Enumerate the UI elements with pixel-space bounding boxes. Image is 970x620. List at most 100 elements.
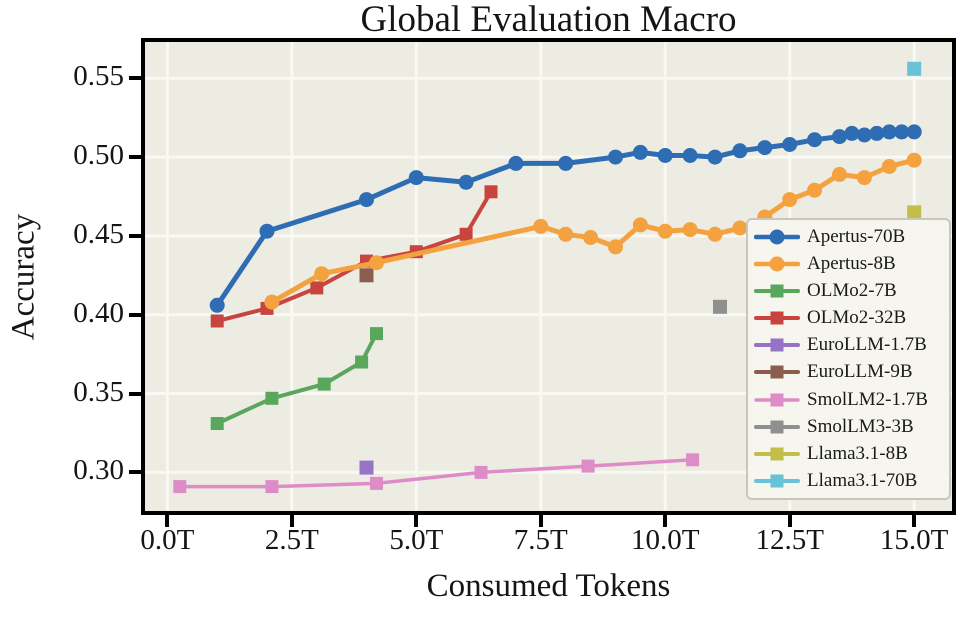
data-point-square [355, 355, 369, 369]
data-point-circle [757, 140, 773, 156]
legend-label: OLMo2-7B [807, 280, 897, 302]
data-point-circle [682, 148, 698, 163]
y-tick-label: 0.35 [73, 375, 124, 408]
legend-item: Llama3.1-8B [754, 441, 943, 467]
chart-title: Global Evaluation Macro [360, 0, 737, 40]
data-point-circle [508, 155, 524, 171]
x-tick-mark [289, 515, 294, 527]
data-point-circle [259, 223, 275, 239]
data-point-circle [856, 127, 872, 143]
data-point-circle [583, 230, 599, 245]
series-Apertus-8B [264, 152, 922, 310]
series-Llama3.1-70B [907, 61, 922, 76]
data-point-circle [807, 182, 823, 198]
data-point-square [686, 453, 700, 467]
data-point-square [459, 227, 473, 241]
data-point-circle [844, 125, 860, 141]
x-tick-mark [912, 515, 917, 527]
legend-label: EuroLLM-1.7B [807, 334, 927, 356]
y-tick-label: 0.55 [73, 60, 124, 93]
x-tick-mark [787, 515, 792, 527]
data-point-circle [732, 220, 748, 236]
data-point-circle [533, 218, 549, 234]
data-point-circle [782, 192, 798, 208]
data-point-circle [458, 174, 474, 190]
legend-swatch-square-icon [754, 393, 800, 407]
data-point-circle [869, 125, 885, 141]
data-point-circle [657, 148, 673, 163]
x-tick-mark [165, 515, 170, 527]
data-point-square [474, 465, 488, 479]
legend-swatch-square-icon [754, 338, 800, 352]
legend-item: OLMo2-32B [754, 305, 943, 331]
data-point-circle [707, 149, 723, 165]
legend-label: Apertus-70B [807, 226, 906, 248]
data-point-square [359, 268, 374, 283]
x-tick-label: 5.0T [389, 524, 444, 556]
legend-item: Llama3.1-70B [754, 468, 943, 494]
legend-label: EuroLLM-9B [807, 361, 913, 383]
data-point-circle [894, 124, 910, 140]
y-tick-mark [129, 391, 141, 396]
data-point-circle [209, 297, 225, 313]
series-SmolLM2-1.7B [173, 453, 700, 494]
data-point-circle [881, 159, 897, 174]
y-tick-mark [129, 312, 141, 317]
x-tick-label: 10.0T [631, 524, 700, 556]
y-tick-label: 0.30 [73, 454, 124, 487]
legend-swatch-circle-icon [754, 256, 800, 272]
data-point-circle [369, 255, 384, 271]
data-point-circle [881, 124, 897, 140]
data-point-square [317, 377, 331, 391]
data-point-square [265, 480, 279, 494]
legend-swatch-square-icon [754, 284, 800, 298]
series-EuroLLM-9B [359, 268, 374, 283]
data-point-circle [314, 266, 330, 282]
series-SmolLM3-3B [713, 299, 727, 314]
data-point-square [581, 459, 595, 473]
data-point-square [907, 61, 922, 76]
data-point-square [359, 460, 374, 475]
data-point-circle [707, 226, 723, 242]
y-tick-mark [129, 76, 141, 81]
legend-label: Llama3.1-8B [807, 442, 908, 464]
data-point-circle [782, 137, 798, 152]
y-tick-mark [129, 233, 141, 238]
data-point-circle [359, 192, 374, 208]
legend-label: SmolLM2-1.7B [807, 388, 928, 410]
data-point-circle [608, 239, 623, 255]
legend-item: OLMo2-7B [754, 278, 943, 304]
series-OLMo2-7B [210, 327, 383, 430]
x-tick-mark [414, 515, 419, 527]
data-point-circle [906, 124, 922, 140]
data-point-circle [264, 294, 280, 310]
y-tick-mark [129, 470, 141, 475]
legend-label: SmolLM3-3B [807, 415, 914, 437]
data-point-square [310, 281, 324, 295]
legend-item: EuroLLM-9B [754, 359, 943, 385]
data-point-circle [682, 222, 698, 238]
series-line [178, 458, 695, 489]
x-axis-label: Consumed Tokens [426, 568, 671, 604]
data-point-square [173, 480, 187, 494]
x-tick-mark [538, 515, 543, 527]
data-point-circle [832, 129, 847, 145]
data-point-circle [832, 166, 847, 182]
legend-swatch-square-icon [754, 311, 800, 325]
data-point-square [907, 205, 922, 220]
x-tick-label: 7.5T [513, 524, 568, 556]
data-point-square [370, 476, 383, 490]
data-point-circle [558, 155, 574, 171]
legend: Apertus-70B Apertus-8B OLMo2-7B OLMo2-32B Eu… [746, 218, 951, 500]
data-point-circle [856, 170, 872, 186]
data-point-circle [657, 223, 673, 239]
legend-label: OLMo2-32B [807, 307, 907, 329]
data-point-circle [408, 170, 424, 186]
series-Apertus-70B [209, 124, 922, 313]
x-tick-label: 15.0T [879, 524, 949, 556]
legend-swatch-square-icon [754, 474, 800, 488]
y-tick-label: 0.50 [73, 138, 124, 171]
y-tick-label: 0.45 [73, 217, 124, 250]
data-point-square [370, 327, 383, 341]
